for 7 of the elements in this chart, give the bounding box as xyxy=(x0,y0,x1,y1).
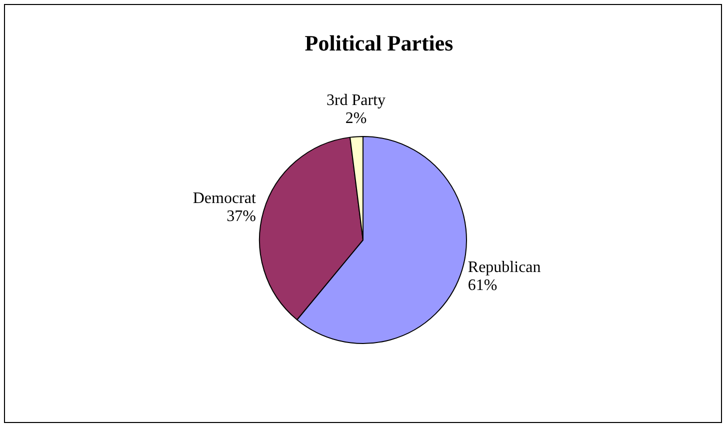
data-label: 61% xyxy=(468,276,498,294)
data-label: 37% xyxy=(226,208,256,226)
slice-label: Democrat xyxy=(192,190,256,208)
data-label: 2% xyxy=(345,110,367,127)
slice-label: Republican xyxy=(468,258,541,276)
chart-title: Political Parties xyxy=(304,30,454,56)
slice-label: 3rd Party xyxy=(326,92,386,109)
